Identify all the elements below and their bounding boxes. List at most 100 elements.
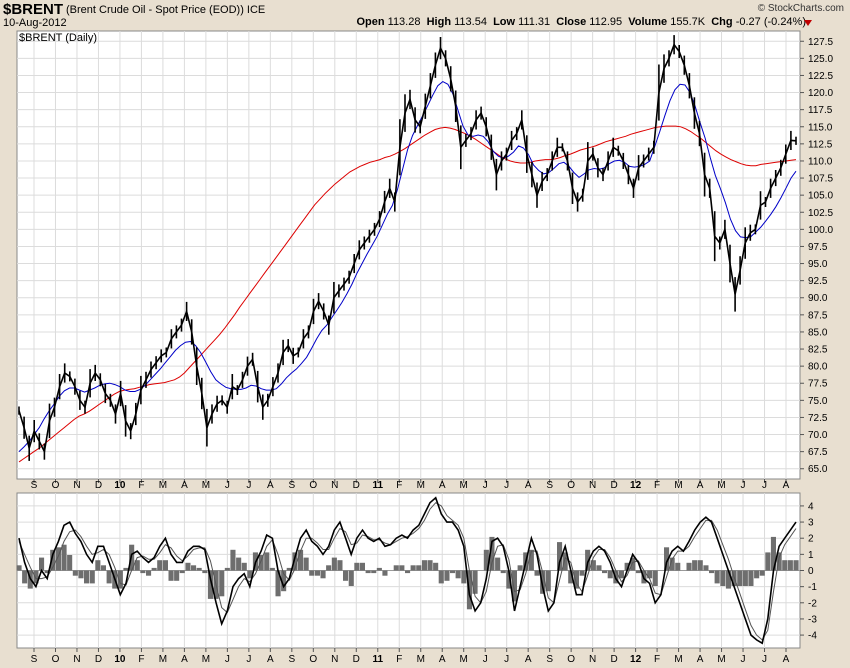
y-tick-label: 115.0: [808, 122, 833, 133]
histogram-bar: [185, 562, 191, 571]
histogram-bar: [438, 570, 444, 584]
histogram-bar: [67, 555, 73, 571]
histogram-bar: [286, 567, 292, 571]
y-tick-label: 117.5: [808, 105, 833, 116]
x-tick-label: S: [31, 480, 38, 491]
x-tick-label: D: [353, 480, 360, 491]
x-tick-label: M: [460, 654, 468, 665]
x-tick-label: D: [610, 654, 617, 665]
y-tick-label: 0: [808, 566, 814, 577]
y-tick-label: 2: [808, 534, 814, 545]
histogram-bar: [298, 549, 304, 571]
histogram-bar: [692, 560, 698, 571]
x-tick-label: M: [717, 654, 725, 665]
y-tick-label: 67.5: [808, 447, 828, 458]
x-tick-label: A: [439, 480, 446, 491]
symbol-title: $BRENT: [3, 1, 64, 18]
histogram-bar: [495, 557, 501, 571]
close-value: 112.95: [589, 16, 623, 28]
x-tick-label: M: [417, 480, 425, 491]
histogram-bar: [22, 570, 28, 584]
histogram-bar: [168, 570, 174, 581]
y-tick-label: 87.5: [808, 310, 828, 321]
down-triangle-icon: [804, 20, 812, 26]
histogram-bar: [602, 570, 608, 574]
chg-value: -0.27 (-0.24%): [735, 16, 806, 28]
histogram-bar: [371, 570, 377, 574]
histogram-bar: [354, 562, 360, 571]
histogram-bar: [770, 536, 776, 571]
x-tick-label: J: [504, 480, 509, 491]
x-tick-label: D: [353, 654, 360, 665]
y-tick-label: 120.0: [808, 88, 833, 99]
y-tick-label: 80.0: [808, 362, 828, 373]
histogram-bar: [585, 549, 591, 571]
histogram-bar: [106, 570, 112, 584]
x-tick-label: S: [288, 654, 295, 665]
stockcharts-brand[interactable]: © StockCharts.com: [757, 3, 844, 14]
y-tick-label: 75.0: [808, 396, 828, 407]
x-tick-label: S: [546, 480, 553, 491]
histogram-bar: [33, 570, 39, 584]
x-tick-label: J: [225, 480, 230, 491]
histogram-bar: [236, 557, 242, 571]
x-tick-label: A: [267, 480, 274, 491]
price-panel: S O N D 10 F M A M J J A S O N D 11 F M A M J J A S O N D 12 F M A M J J A 6…: [16, 30, 833, 491]
histogram-bar: [44, 570, 50, 574]
x-tick-label: O: [567, 480, 575, 491]
x-tick-label: M: [417, 654, 425, 665]
x-tick-label: A: [525, 480, 532, 491]
histogram-bar: [100, 565, 106, 571]
x-tick-label: M: [674, 654, 682, 665]
histogram-bar: [421, 560, 427, 571]
histogram-bar: [89, 570, 95, 584]
histogram-bar: [590, 560, 596, 571]
y-tick-label: 77.5: [808, 379, 828, 390]
x-tick-label: J: [246, 654, 251, 665]
x-tick-label: A: [525, 654, 532, 665]
y-tick-label: 4: [808, 501, 814, 512]
y-tick-label: 100.0: [808, 225, 833, 236]
histogram-bar: [326, 565, 332, 571]
x-tick-label: F: [654, 480, 660, 491]
histogram-bar: [134, 560, 140, 571]
histogram-bar: [258, 555, 264, 571]
x-tick-label: S: [288, 480, 295, 491]
x-tick-label: F: [138, 480, 144, 491]
histogram-bar: [202, 570, 208, 574]
y-tick-label: 107.5: [808, 174, 833, 185]
histogram-bar: [393, 565, 399, 571]
x-tick-label: N: [331, 480, 338, 491]
histogram-bar: [224, 567, 230, 571]
x-tick-label: M: [674, 480, 682, 491]
histogram-bar: [320, 570, 326, 579]
x-tick-label: O: [52, 480, 60, 491]
x-tick-label: N: [331, 654, 338, 665]
histogram-bar: [157, 560, 163, 571]
y-tick-label: 3: [808, 518, 814, 529]
x-tick-label: J: [225, 654, 230, 665]
signal-line: [18, 502, 797, 641]
x-tick-label: J: [483, 480, 488, 491]
histogram-bar: [348, 570, 354, 586]
x-tick-label: J: [504, 654, 509, 665]
x-tick-label: 10: [114, 480, 126, 491]
histogram-bar: [742, 570, 748, 586]
x-tick-label: A: [439, 654, 446, 665]
histogram-bar: [241, 562, 247, 571]
histogram-bar: [196, 567, 202, 571]
chart-header: $BRENT (Brent Crude Oil - Spot Price (EO…: [0, 0, 850, 30]
y-tick-label: 82.5: [808, 345, 828, 356]
histogram-bar: [281, 570, 287, 592]
x-tick-label: O: [52, 654, 60, 665]
x-tick-label: S: [31, 654, 38, 665]
histogram-bar: [399, 565, 405, 571]
histogram-bar: [517, 565, 523, 571]
volume-label: Volume: [628, 16, 668, 28]
open-label: Open: [356, 16, 385, 28]
y-tick-label: 110.0: [808, 156, 833, 167]
close-label: Close: [556, 16, 587, 28]
histogram-bar: [444, 570, 450, 581]
histogram-bar: [709, 570, 715, 574]
x-tick-label: S: [546, 654, 553, 665]
